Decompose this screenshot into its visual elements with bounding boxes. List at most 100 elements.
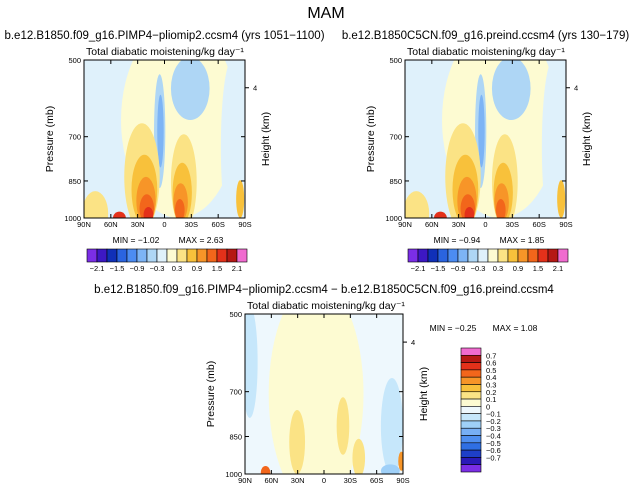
- colorbar-1: −2.1 −1.5 −0.9 −0.3 0.3 0.9 1.5 2.1: [86, 248, 248, 273]
- colorbar-swatch: [417, 248, 429, 263]
- field-contour-region: [398, 451, 403, 471]
- colorbar-label: 0.3: [486, 380, 496, 389]
- colorbar-swatch: [477, 248, 489, 263]
- cross-section-panel-3: b.e12.B1850.f09_g16.PIMP4−pliomip2.ccsm4…: [94, 284, 554, 485]
- colorbar-swatch: [106, 248, 118, 263]
- colorbar-label: −0.3: [486, 424, 501, 433]
- colorbar-label: 1.5: [533, 264, 543, 273]
- x-tick-label: 0: [322, 476, 326, 485]
- x-tick-label: 30N: [131, 220, 145, 229]
- colorbar-label: −0.7: [486, 453, 501, 462]
- y-tick-label: 500: [68, 56, 81, 65]
- colorbar-swatch: [236, 248, 248, 263]
- colorbar-swatch: [460, 369, 482, 378]
- field-contour-region: [352, 438, 366, 474]
- field-contour-region: [478, 94, 485, 168]
- colorbar-label: −0.4: [486, 432, 501, 441]
- y2-tick-label: 4: [411, 338, 415, 347]
- cross-section-panel-2: b.e12.B1850C5CN.f09_g16.preind.ccsm4 (yr…: [342, 30, 630, 229]
- colorbar-swatch: [460, 376, 482, 385]
- x-tick-label: 60N: [425, 220, 439, 229]
- colorbar-swatch: [116, 248, 128, 263]
- field-contour-region: [464, 206, 475, 218]
- field-contour-region: [143, 206, 154, 218]
- max-label: MAX = 1.85: [500, 235, 545, 245]
- colorbar-label: 0.1: [486, 395, 496, 404]
- colorbar-swatch: [497, 248, 509, 263]
- field-contour-region: [245, 314, 258, 418]
- colorbar-label: −1.5: [431, 264, 446, 273]
- y-tick-label: 1000: [64, 214, 81, 223]
- field-contour-region: [405, 191, 430, 218]
- x-tick-label: 60S: [211, 220, 224, 229]
- field-shading: [84, 60, 245, 218]
- colorbar-swatch: [460, 464, 482, 473]
- x-tick-label: 90N: [398, 220, 412, 229]
- field-contour-region: [541, 60, 565, 218]
- x-tick-label: 30S: [506, 220, 519, 229]
- x-tick-label: 30S: [344, 476, 357, 485]
- colorbar-swatch: [460, 413, 482, 422]
- field-shading: [245, 314, 403, 474]
- colorbar-swatch: [487, 248, 499, 263]
- y2-axis-label: Height (km): [260, 112, 272, 166]
- y-tick-label: 1000: [385, 214, 402, 223]
- x-tick-label: 30N: [452, 220, 466, 229]
- colorbar-swatch: [407, 248, 419, 263]
- colorbar-swatch: [467, 248, 479, 263]
- colorbar-label: −0.9: [451, 264, 466, 273]
- colorbar-swatch: [547, 248, 559, 263]
- field-contour-region: [491, 60, 531, 121]
- x-tick-label: 60N: [264, 476, 278, 485]
- colorbar-2: −2.1 −1.5 −0.9 −0.3 0.3 0.9 1.5 2.1: [407, 248, 569, 273]
- colorbar-swatch: [216, 248, 228, 263]
- y-tick-label: 1000: [225, 470, 242, 479]
- panel-title: b.e12.B1850.f09_g16.PIMP4−pliomip2.ccsm4…: [94, 284, 554, 296]
- colorbar-swatch: [460, 449, 482, 458]
- colorbar-swatch: [447, 248, 459, 263]
- colorbar-swatch: [136, 248, 148, 263]
- colorbar-swatch: [507, 248, 519, 263]
- x-tick-label: 60S: [370, 476, 383, 485]
- field-contour-region: [260, 466, 271, 474]
- y-tick-label: 850: [229, 432, 242, 441]
- colorbar-label: −0.3: [471, 264, 486, 273]
- colorbar-label: −0.6: [486, 446, 501, 455]
- y-axis-label: Pressure (mb): [44, 106, 56, 173]
- colorbar-swatch: [96, 248, 108, 263]
- colorbar-swatch: [146, 248, 158, 263]
- colorbar-swatch: [226, 248, 238, 263]
- field-contour-region: [220, 60, 244, 218]
- colorbar-label: 2.1: [553, 264, 563, 273]
- colorbar-label: 0.6: [486, 359, 496, 368]
- x-tick-label: 90N: [238, 476, 252, 485]
- colorbar-swatch: [427, 248, 439, 263]
- field-contour-region: [236, 180, 245, 218]
- y-tick-label: 500: [389, 56, 402, 65]
- colorbar-swatch: [460, 442, 482, 451]
- colorbar-swatch: [460, 347, 482, 356]
- colorbar-label: 0.7: [486, 351, 496, 360]
- field-contour-region: [112, 211, 126, 218]
- y-tick-label: 700: [229, 388, 242, 397]
- colorbar-swatch: [86, 248, 98, 263]
- colorbar-swatch: [176, 248, 188, 263]
- y2-tick-label: 4: [253, 84, 257, 93]
- cross-section-panel-1: b.e12.B1850.f09_g16.PIMP4−pliomip2.ccsm4…: [4, 30, 324, 229]
- x-tick-label: 60N: [104, 220, 118, 229]
- colorbar-swatch: [517, 248, 529, 263]
- colorbar-swatch: [166, 248, 178, 263]
- colorbar-label: −2.1: [411, 264, 426, 273]
- colorbar-swatch: [557, 248, 569, 263]
- colorbar-swatch: [126, 248, 138, 263]
- colorbar-swatch: [460, 420, 482, 429]
- page-title: MAM: [307, 5, 344, 22]
- colorbar-swatch: [537, 248, 549, 263]
- colorbar-swatch: [460, 457, 482, 466]
- colorbar-label: 0.3: [172, 264, 182, 273]
- y-axis-label: Pressure (mb): [205, 361, 217, 428]
- colorbar-swatch: [186, 248, 198, 263]
- field-shading: [405, 60, 566, 218]
- colorbar-label: −0.1: [486, 410, 501, 419]
